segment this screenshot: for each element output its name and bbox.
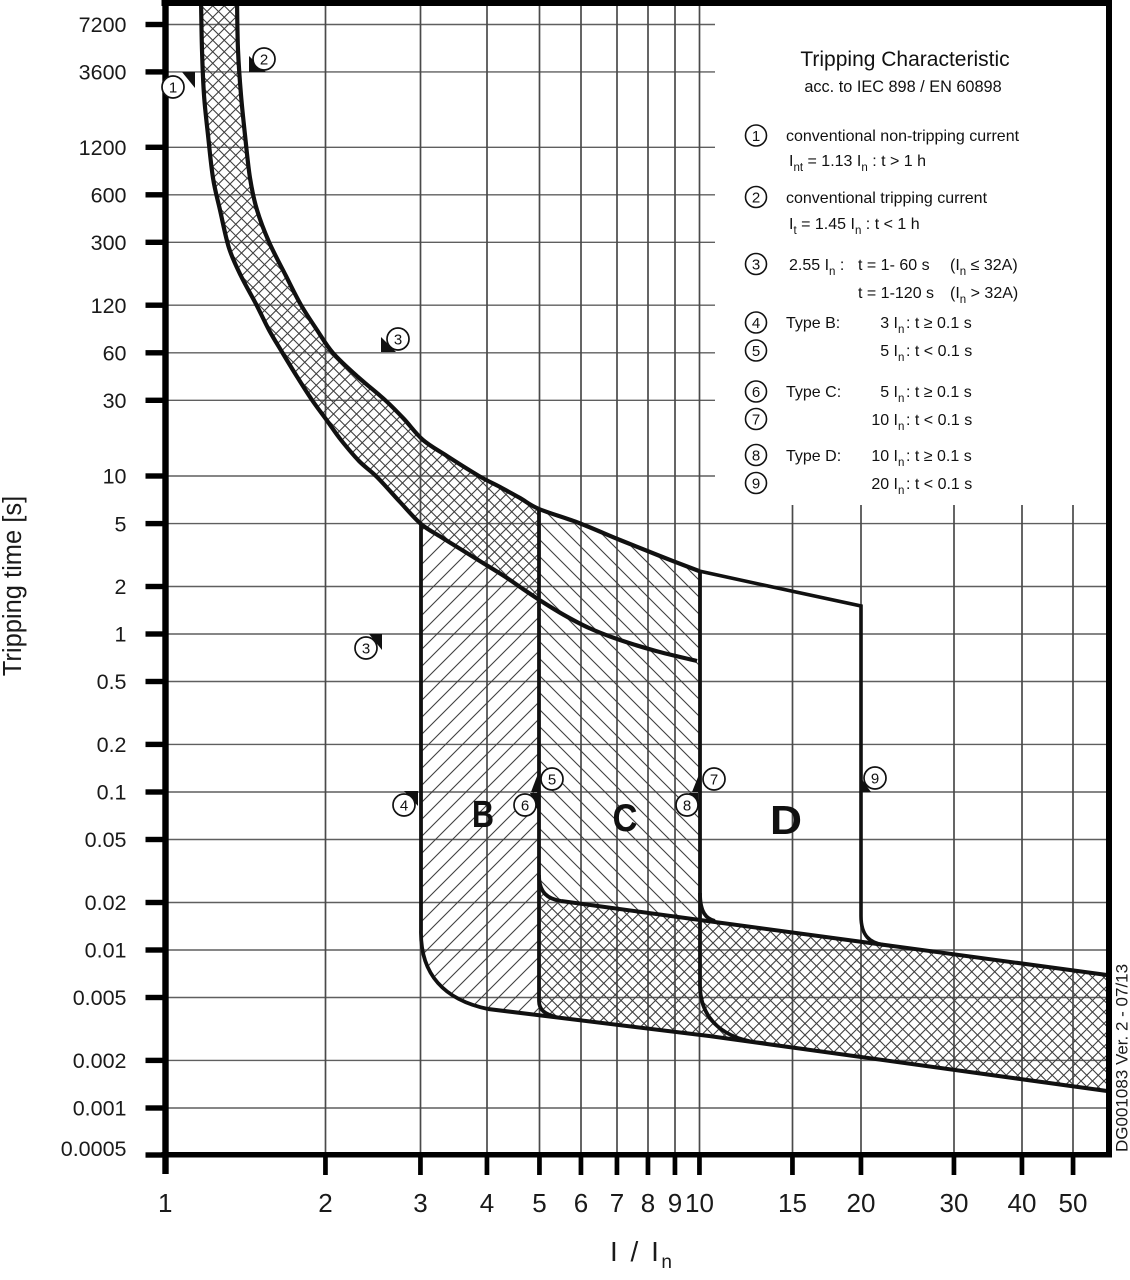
svg-text:0.05: 0.05	[85, 828, 127, 852]
svg-text:0.5: 0.5	[97, 670, 127, 694]
svg-text:6: 6	[574, 1188, 588, 1218]
svg-text:10: 10	[103, 465, 127, 489]
svg-text:4: 4	[400, 798, 408, 815]
svg-text:3600: 3600	[79, 61, 127, 85]
svg-text:0.005: 0.005	[73, 986, 127, 1010]
svg-text:n: n	[898, 421, 904, 433]
svg-text:conventional tripping current: conventional tripping current	[786, 190, 988, 207]
svg-text:4: 4	[480, 1188, 494, 1218]
svg-text:Tripping time [s]: Tripping time [s]	[0, 496, 27, 676]
svg-text:n: n	[898, 485, 904, 497]
svg-text:0.002: 0.002	[73, 1049, 127, 1073]
svg-text:0.02: 0.02	[85, 891, 127, 915]
svg-text:10: 10	[685, 1188, 714, 1218]
svg-text:Type B:: Type B:	[786, 315, 840, 332]
svg-text:n: n	[898, 393, 904, 405]
svg-text:0.001: 0.001	[73, 1097, 127, 1121]
svg-text:D: D	[770, 797, 802, 843]
svg-text:C: C	[613, 797, 638, 840]
svg-text:30: 30	[103, 389, 127, 413]
svg-text:1: 1	[752, 128, 760, 145]
svg-text:DG001083 Ver. 2 - 07/13: DG001083 Ver. 2 - 07/13	[1113, 964, 1130, 1152]
svg-text:5: 5	[532, 1188, 546, 1218]
svg-text:9: 9	[752, 476, 760, 493]
svg-text:It = 1.45 In : t < 1 h: It = 1.45 In : t < 1 h	[789, 216, 920, 237]
svg-text:120: 120	[91, 294, 127, 318]
svg-text:40: 40	[1008, 1188, 1037, 1218]
svg-text:1: 1	[158, 1188, 172, 1218]
svg-text:0.01: 0.01	[85, 939, 127, 963]
svg-text:acc. to IEC 898 / EN 60898: acc. to IEC 898 / EN 60898	[804, 78, 1001, 96]
svg-text:5: 5	[115, 512, 127, 536]
svg-text:Type D:: Type D:	[786, 448, 841, 465]
svg-text:3: 3	[752, 257, 760, 274]
svg-text:3 I: 3 I	[880, 315, 898, 332]
svg-text:: t ≥ 0.1 s: : t ≥ 0.1 s	[906, 448, 972, 465]
svg-text:: t ≥ 0.1 s: : t ≥ 0.1 s	[906, 315, 972, 332]
svg-text:2: 2	[260, 52, 268, 69]
svg-text:1: 1	[115, 623, 127, 647]
svg-text:7200: 7200	[79, 13, 127, 37]
svg-text:Tripping Characteristic: Tripping Characteristic	[800, 48, 1009, 71]
svg-text:conventional non-tripping curr: conventional non-tripping current	[786, 128, 1020, 145]
svg-text:7: 7	[610, 1188, 624, 1218]
svg-text:50: 50	[1059, 1188, 1088, 1218]
svg-text:0.0005: 0.0005	[61, 1137, 127, 1161]
svg-text:3: 3	[394, 332, 402, 349]
svg-text:(In > 32A): (In > 32A)	[950, 285, 1018, 306]
svg-text:6: 6	[521, 798, 529, 815]
svg-text:8: 8	[752, 448, 760, 465]
svg-text:8: 8	[641, 1188, 655, 1218]
svg-text:: t < 0.1 s: : t < 0.1 s	[906, 412, 972, 429]
svg-text:7: 7	[710, 772, 718, 789]
svg-text:1200: 1200	[79, 136, 127, 160]
svg-text:2: 2	[318, 1188, 332, 1218]
svg-text:7: 7	[752, 412, 760, 429]
svg-text:Int = 1.13 In : t > 1 h: Int = 1.13 In : t > 1 h	[789, 153, 926, 174]
svg-text:t = 1- 60 s: t = 1- 60 s	[858, 257, 930, 274]
svg-text:n: n	[898, 324, 904, 336]
svg-text:(In ≤ 32A): (In ≤ 32A)	[950, 257, 1018, 278]
svg-text:0.1: 0.1	[97, 781, 127, 805]
svg-text:5 I: 5 I	[880, 343, 898, 360]
svg-text:600: 600	[91, 184, 127, 208]
svg-text:n: n	[898, 457, 904, 469]
svg-text:20: 20	[847, 1188, 876, 1218]
svg-text:2: 2	[752, 190, 760, 207]
svg-text:: t < 0.1 s: : t < 0.1 s	[906, 343, 972, 360]
svg-text:5: 5	[548, 772, 556, 789]
svg-text:6: 6	[752, 384, 760, 401]
svg-text:8: 8	[683, 798, 691, 815]
svg-text:n: n	[898, 352, 904, 364]
svg-text:0.2: 0.2	[97, 733, 127, 757]
svg-text:1: 1	[169, 80, 177, 97]
svg-text:: t ≥ 0.1 s: : t ≥ 0.1 s	[906, 384, 972, 401]
svg-text:20 I: 20 I	[871, 476, 898, 493]
svg-text:300: 300	[91, 231, 127, 255]
svg-text:B: B	[472, 794, 494, 836]
svg-text:3: 3	[413, 1188, 427, 1218]
svg-text:t = 1-120 s: t = 1-120 s	[858, 285, 934, 302]
svg-text:4: 4	[752, 315, 760, 332]
svg-text:3: 3	[362, 641, 370, 658]
svg-text:5: 5	[752, 343, 760, 360]
svg-text:10 I: 10 I	[871, 448, 898, 465]
svg-text:15: 15	[778, 1188, 807, 1218]
svg-text:9: 9	[668, 1188, 682, 1218]
svg-text:60: 60	[103, 342, 127, 366]
svg-text:2: 2	[115, 575, 127, 599]
svg-text:10 I: 10 I	[871, 412, 898, 429]
svg-text:: t < 0.1 s: : t < 0.1 s	[906, 476, 972, 493]
svg-text:5 I: 5 I	[880, 384, 898, 401]
svg-text:9: 9	[871, 771, 879, 788]
svg-text:30: 30	[940, 1188, 969, 1218]
svg-text:Type C:: Type C:	[786, 384, 841, 401]
